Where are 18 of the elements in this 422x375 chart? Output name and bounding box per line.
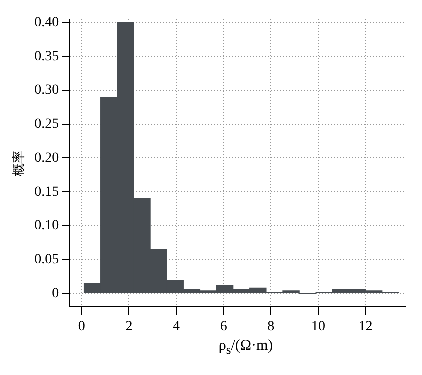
y-axis-title: 概率 (11, 150, 28, 176)
x-tick-label: 2 (126, 319, 133, 334)
x-tick-label: 4 (173, 319, 180, 334)
y-tick-label: 0.40 (34, 15, 60, 30)
y-tick-label: 0.15 (34, 184, 60, 200)
x-tick-label: 6 (220, 319, 228, 334)
x-axis-title: ρ$_{s}$/(Ω·m) (218, 338, 274, 358)
y-tick-label: 0.30 (34, 83, 60, 98)
y-tick-label: 0 (52, 286, 60, 302)
x-tick-label: 12 (358, 319, 373, 334)
x-tick-label: 8 (268, 319, 275, 334)
x-tick-label: 10 (311, 319, 326, 334)
y-tick-label: 0.35 (34, 49, 60, 64)
x-tick-label: 0 (78, 319, 86, 334)
y-tick-label: 0.25 (34, 117, 60, 132)
y-tick-label: 0.20 (34, 150, 60, 166)
y-tick-label: 0.10 (34, 218, 60, 234)
y-tick-label: 0.05 (34, 252, 60, 268)
